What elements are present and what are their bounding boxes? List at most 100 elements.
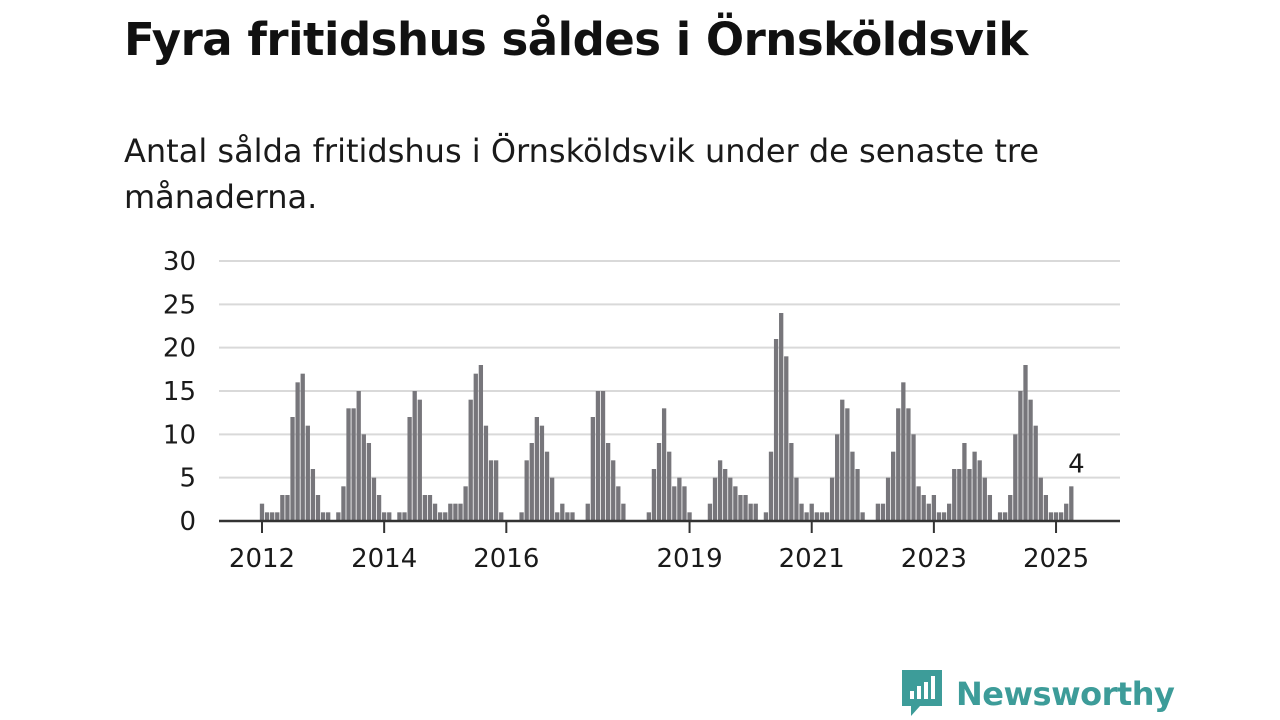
bar — [285, 495, 290, 521]
bar — [356, 391, 361, 521]
bar — [875, 503, 881, 521]
bar — [789, 443, 794, 521]
bar — [733, 486, 738, 521]
bar — [529, 443, 534, 521]
bar — [850, 451, 855, 521]
bar — [417, 399, 422, 521]
bar — [814, 512, 819, 521]
bar — [906, 408, 911, 521]
bar — [605, 443, 611, 521]
bar — [977, 460, 982, 521]
bar — [738, 495, 743, 521]
bar — [707, 503, 713, 521]
bar — [336, 512, 341, 521]
bar — [305, 425, 310, 521]
bar — [422, 495, 428, 521]
x-tick-label: 2023 — [901, 544, 967, 574]
bar — [921, 495, 926, 521]
newsworthy-logo: Newsworthy — [902, 670, 1175, 718]
bar — [957, 469, 962, 521]
bar — [784, 356, 789, 521]
bar — [376, 495, 382, 521]
bar — [600, 391, 606, 521]
highlight-value-label: 4 — [1068, 449, 1085, 479]
bar — [728, 477, 733, 521]
bar — [1008, 495, 1013, 521]
y-tick-label: 15 — [163, 377, 196, 407]
bar — [621, 503, 626, 521]
bar — [519, 512, 524, 521]
bar — [315, 495, 321, 521]
bar — [799, 503, 804, 521]
bar — [371, 477, 377, 521]
bar — [941, 512, 947, 521]
bar — [901, 382, 906, 521]
bar — [860, 512, 865, 521]
bar — [661, 408, 667, 521]
chart-subtitle: Antal sålda fritidshus i Örnsköldsvik un… — [124, 132, 1040, 216]
bar — [549, 477, 555, 521]
bar — [911, 434, 916, 521]
bar — [427, 495, 433, 521]
bar — [773, 339, 779, 521]
bar — [987, 495, 993, 521]
bar — [320, 512, 326, 521]
y-tick-label: 25 — [163, 290, 196, 320]
bar — [432, 503, 438, 521]
bar — [885, 477, 891, 521]
bar — [809, 503, 814, 521]
bar — [845, 408, 850, 521]
bar — [855, 469, 860, 521]
bar — [300, 373, 305, 521]
bar — [397, 512, 402, 521]
bar — [1043, 495, 1049, 521]
bar — [753, 503, 758, 521]
bar — [290, 417, 295, 521]
bar — [544, 451, 550, 521]
bar — [565, 512, 570, 521]
bar — [463, 486, 468, 521]
bar — [1028, 399, 1033, 521]
bar — [967, 469, 972, 521]
bar — [351, 408, 356, 521]
bar — [672, 486, 677, 521]
bar — [880, 503, 886, 521]
bar — [768, 451, 774, 521]
bar — [326, 512, 331, 521]
bar — [366, 443, 372, 521]
bar — [1038, 477, 1043, 521]
bar — [453, 503, 458, 521]
bar — [829, 477, 835, 521]
bar — [717, 460, 723, 521]
bar — [952, 469, 957, 521]
y-tick-label: 5 — [179, 464, 196, 494]
bar — [824, 512, 830, 521]
bar — [1053, 512, 1059, 521]
brand-name: Newsworthy — [956, 675, 1175, 713]
bar — [763, 512, 769, 521]
bar — [412, 391, 417, 521]
x-tick-label: 2014 — [351, 544, 417, 574]
y-tick-label: 0 — [179, 507, 196, 537]
x-tick-label: 2016 — [473, 544, 539, 574]
bar — [1048, 512, 1054, 521]
bar — [982, 477, 987, 521]
bar — [499, 512, 504, 521]
bar — [835, 434, 840, 521]
bar — [779, 313, 784, 521]
bar — [1002, 512, 1008, 521]
bar — [361, 434, 366, 521]
chart-title: Fyra fritidshus såldes i Örnsköldsvik — [124, 13, 1028, 66]
bar — [438, 512, 443, 521]
bar — [947, 503, 952, 521]
bar — [616, 486, 621, 521]
bar — [590, 417, 595, 521]
bar — [488, 460, 494, 521]
bar — [275, 512, 280, 521]
bar — [280, 495, 285, 521]
bar — [656, 443, 662, 521]
bar — [646, 512, 651, 521]
bar — [682, 486, 687, 521]
bar — [891, 451, 896, 521]
bar — [1058, 512, 1064, 521]
